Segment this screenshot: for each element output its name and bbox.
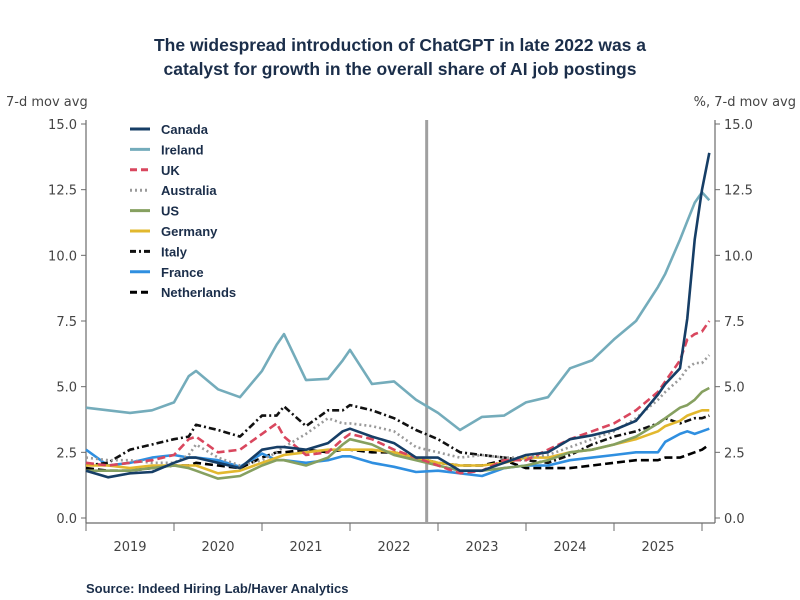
x-tick-label: 2021: [289, 540, 322, 555]
right-y-tick-label: 10.0: [724, 249, 753, 264]
left-y-tick-label: 7.5: [56, 315, 77, 330]
x-tick-label: 2024: [553, 540, 586, 555]
legend-label-australia: Australia: [161, 183, 217, 198]
x-tick-label: 2019: [113, 540, 146, 555]
right-y-tick-label: 7.5: [724, 315, 745, 330]
left-y-tick-label: 0.0: [56, 512, 77, 527]
legend-label-france: France: [161, 265, 204, 280]
series-line-ireland: [85, 191, 711, 432]
right-y-tick-label: 5.0: [724, 381, 745, 396]
right-y-tick-label: 12.5: [724, 184, 753, 199]
chart-title-line-1: The widespread introduction of ChatGPT i…: [153, 35, 647, 55]
left-y-tick-label: 15.0: [48, 118, 77, 133]
legend: Canada Ireland UK Australia US Germany Italy Fr…: [130, 122, 236, 300]
right-y-tick-label: 2.5: [724, 446, 745, 461]
x-tick-label: 2025: [641, 540, 674, 555]
series-line-us: [86, 386, 710, 480]
legend-label-netherlands: Netherlands: [161, 285, 236, 300]
left-y-tick-label: 12.5: [48, 184, 77, 199]
legend-label-us: US: [161, 204, 179, 219]
series-line-germany: [86, 409, 710, 475]
right-y-tick-label: 0.0: [724, 512, 745, 527]
series-lines: [85, 152, 711, 480]
series-line-australia: [85, 354, 711, 467]
legend-label-italy: Italy: [161, 244, 188, 259]
left-axis-unit: 7-d mov avg: [6, 95, 88, 110]
left-y-tick-label: 10.0: [48, 249, 77, 264]
right-axis-unit: %, 7-d mov avg: [693, 95, 796, 110]
left-y-tick-label: 2.5: [56, 446, 77, 461]
right-y-tick-label: 15.0: [724, 118, 753, 133]
series-line-canada: [85, 152, 711, 479]
source-note: Source: Indeed Hiring Lab/Haver Analytic…: [86, 581, 349, 596]
chart-title-line-2: catalyst for growth in the overall share…: [163, 59, 637, 79]
legend-label-germany: Germany: [161, 224, 218, 239]
legend-label-uk: UK: [161, 163, 180, 178]
left-y-tick-label: 5.0: [56, 381, 77, 396]
legend-label-ireland: Ireland: [161, 142, 204, 157]
series-line-uk: [85, 320, 711, 475]
axes: 0.0 0.0 2.5 2.5 5.0 5.0 7.5 7.5 10.0 10.0 12.5 12.5…: [48, 118, 753, 555]
x-tick-label: 2022: [377, 540, 410, 555]
x-tick-label: 2023: [465, 540, 498, 555]
x-tick-label: 2020: [201, 540, 234, 555]
chart-title: The widespread introduction of ChatGPT i…: [0, 33, 800, 81]
legend-label-canada: Canada: [161, 122, 209, 137]
